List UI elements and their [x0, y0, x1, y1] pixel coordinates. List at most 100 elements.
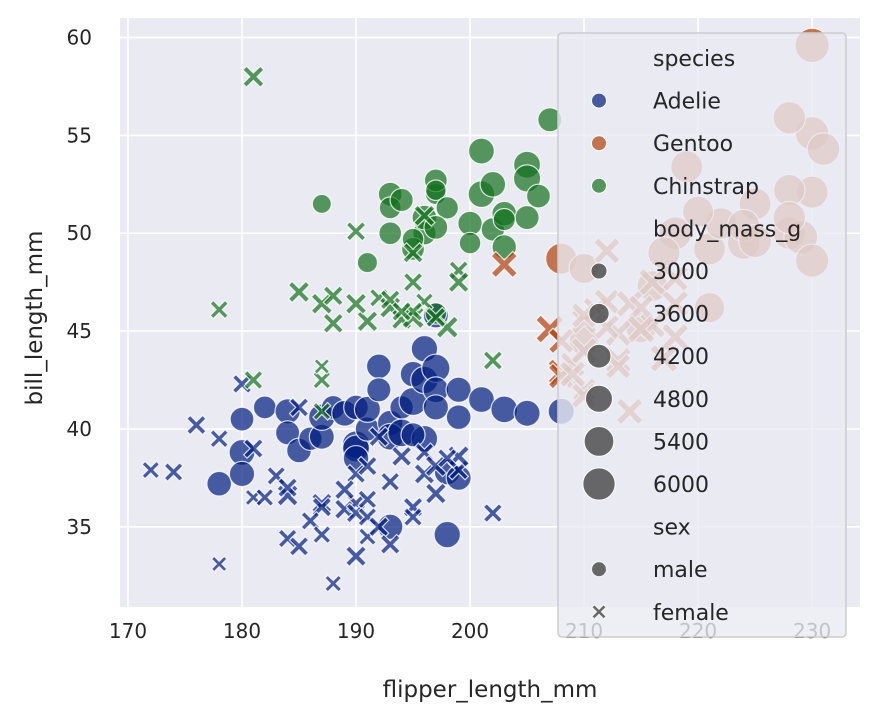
x-axis-label: flipper_length_mm — [383, 677, 598, 703]
point-adelie-female — [380, 471, 401, 492]
point-chinstrap-female — [322, 285, 344, 307]
point-chinstrap-female — [356, 310, 379, 333]
point-chinstrap-male — [356, 251, 379, 274]
point-adelie-female — [324, 574, 343, 593]
legend: species Adelie Gentoo Chinstrap body_mass_g 3… — [557, 32, 847, 638]
point-adelie-female — [277, 477, 299, 499]
point-adelie-female — [312, 524, 332, 545]
legend-title-species: species — [653, 47, 735, 72]
point-chinstrap-female — [345, 220, 367, 242]
point-adelie-male — [228, 460, 256, 488]
point-adelie-male — [206, 470, 233, 497]
y-tick-label: 40 — [67, 417, 92, 441]
y-axis-label: bill_length_mm — [22, 231, 48, 406]
point-adelie-male — [422, 394, 450, 421]
legend-label-female: female — [653, 601, 729, 626]
point-adelie-male — [513, 399, 541, 427]
point-adelie-female — [163, 461, 184, 483]
point-adelie-female — [344, 545, 368, 568]
x-tick-label: 200 — [451, 619, 489, 643]
legend-marker-gentoo — [591, 135, 607, 152]
legend-title-sex: sex — [653, 516, 691, 541]
legend-size-marker — [583, 426, 615, 457]
point-adelie-male — [365, 353, 392, 380]
legend-size-label: 6000 — [653, 473, 709, 498]
point-chinstrap-male — [425, 179, 447, 202]
legend-marker-female — [591, 603, 607, 620]
point-adelie-female — [482, 502, 504, 524]
point-chinstrap-female — [312, 370, 332, 390]
point-adelie-female — [288, 397, 310, 418]
point-chinstrap-male — [467, 137, 495, 165]
point-adelie-female — [368, 426, 390, 448]
point-adelie-female — [390, 445, 413, 468]
point-chinstrap-male — [458, 231, 482, 255]
point-adelie-male — [490, 395, 519, 424]
point-chinstrap-female — [209, 299, 230, 320]
point-adelie-female — [255, 487, 275, 508]
y-tick-label: 55 — [67, 123, 92, 147]
x-tick-label: 190 — [337, 619, 375, 643]
point-adelie-female — [402, 506, 424, 528]
point-adelie-female — [186, 414, 207, 436]
point-chinstrap-male — [479, 170, 507, 198]
point-chinstrap-female — [391, 300, 413, 323]
point-chinstrap-female — [425, 306, 447, 329]
point-adelie-female — [424, 482, 448, 505]
point-adelie-male — [445, 464, 472, 491]
point-adelie-male — [433, 520, 462, 549]
point-adelie-female — [356, 455, 378, 477]
legend-size-marker — [582, 467, 616, 501]
point-chinstrap-female — [313, 357, 331, 375]
legend-size-marker — [584, 384, 614, 413]
point-gentoo-female — [490, 250, 519, 279]
legend-size-marker — [590, 262, 608, 280]
point-adelie-male — [400, 422, 426, 448]
point-adelie-female — [379, 533, 401, 556]
point-chinstrap-female — [402, 271, 424, 293]
legend-label-male: male — [653, 558, 708, 583]
y-tick-label: 50 — [67, 221, 92, 245]
point-chinstrap-female — [447, 270, 470, 294]
point-adelie-female — [288, 535, 310, 557]
point-adelie-female — [300, 510, 321, 531]
x-tick-label: 170 — [109, 619, 147, 643]
point-chinstrap-male — [525, 183, 551, 209]
point-chinstrap-male — [492, 207, 516, 232]
y-tick-label: 35 — [67, 515, 92, 539]
x-tick-label: 180 — [223, 619, 261, 643]
point-adelie-female — [210, 555, 228, 573]
point-chinstrap-female — [322, 312, 345, 335]
legend-marker-adelie — [591, 92, 607, 109]
legend-size-label: 5400 — [653, 430, 709, 455]
legend-size-label: 4200 — [653, 345, 709, 370]
legend-size-label: 3600 — [653, 303, 709, 328]
point-adelie-female — [141, 460, 161, 480]
point-adelie-male — [252, 395, 277, 420]
point-adelie-female — [436, 447, 458, 469]
legend-label-gentoo: Gentoo — [653, 132, 733, 157]
point-chinstrap-male — [514, 204, 540, 231]
point-chinstrap-female — [413, 204, 436, 227]
point-adelie-female — [333, 478, 356, 501]
point-adelie-male — [445, 404, 472, 431]
legend-size-label: 4800 — [653, 388, 709, 413]
point-adelie-male — [353, 395, 382, 423]
point-chinstrap-female — [402, 241, 424, 264]
y-tick-label: 45 — [67, 319, 92, 343]
legend-size-label: 3000 — [653, 260, 709, 285]
point-adelie-male — [366, 377, 392, 403]
point-chinstrap-male — [311, 193, 332, 214]
point-chinstrap-male — [435, 196, 459, 220]
point-chinstrap-male — [378, 221, 403, 246]
point-chinstrap-female — [242, 65, 265, 89]
point-chinstrap-female — [482, 350, 504, 371]
legend-marker-chinstrap — [591, 177, 607, 194]
point-chinstrap-male — [389, 187, 414, 213]
point-chinstrap-female — [243, 369, 264, 391]
legend-size-marker — [588, 302, 610, 325]
legend-label-adelie: Adelie — [653, 90, 721, 115]
legend-label-chinstrap: Chinstrap — [653, 175, 759, 200]
point-adelie-female — [209, 428, 230, 449]
